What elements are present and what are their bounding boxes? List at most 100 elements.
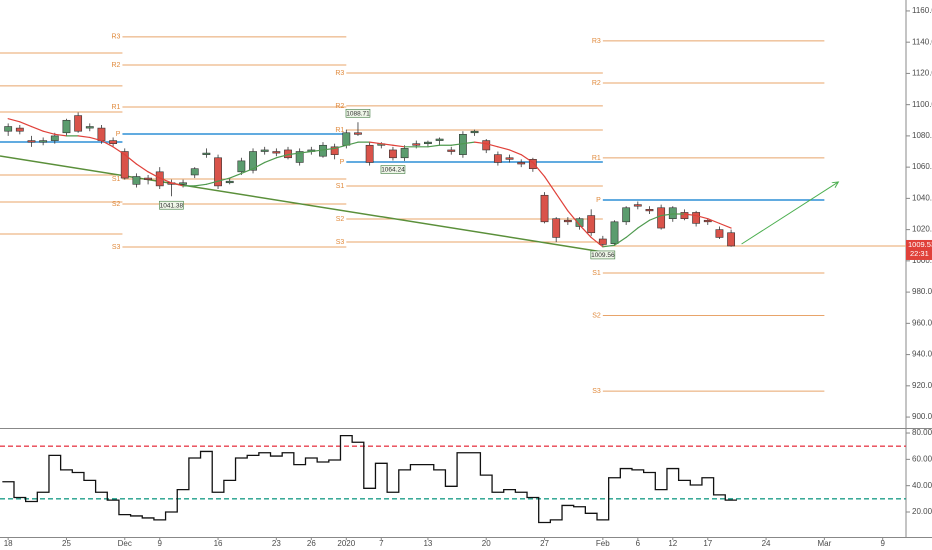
candle-body xyxy=(74,115,83,132)
candle-body xyxy=(85,126,94,129)
candle-body xyxy=(412,143,421,146)
candle-body xyxy=(447,149,456,152)
pivot-label: R3 xyxy=(592,38,601,45)
y-tick-label: 940.00 xyxy=(912,350,932,359)
candle-body xyxy=(225,180,234,184)
candle-body xyxy=(179,182,187,185)
annotation-label: 1064.24 xyxy=(381,167,405,174)
candle-body xyxy=(715,229,724,238)
ma-segment xyxy=(205,180,219,185)
ma-segment xyxy=(497,146,511,151)
candle-body xyxy=(505,157,514,160)
candle-body xyxy=(528,159,537,170)
y-tick-label: 1040.00 xyxy=(912,193,932,202)
ma-segment xyxy=(602,244,616,248)
ma-segment xyxy=(450,143,464,146)
ma-segment xyxy=(625,227,639,239)
ma-segment xyxy=(683,213,697,217)
x-tick-label: 18 xyxy=(4,539,13,548)
candle-body xyxy=(155,171,164,187)
candle-body xyxy=(272,151,281,154)
annotation-box xyxy=(590,250,616,260)
candle-body xyxy=(365,144,374,163)
y-tick-label: 1000.00 xyxy=(912,256,932,265)
ma-segment xyxy=(567,210,581,226)
ma-segment xyxy=(159,177,173,184)
annotation-label: 1009.56 xyxy=(591,252,615,259)
x-tick-label: 25 xyxy=(62,539,71,548)
candle-body xyxy=(657,207,666,229)
candle-body xyxy=(563,219,572,223)
candle-body xyxy=(249,151,257,171)
y-tick-label: 960.00 xyxy=(912,318,932,327)
pivot-label: R1 xyxy=(335,127,344,134)
annotation-label: 1088.71 xyxy=(346,111,370,118)
indicator-line xyxy=(2,435,737,524)
candle-body xyxy=(62,119,71,134)
ma-segment xyxy=(718,222,732,229)
candle-body xyxy=(330,146,339,155)
ma-segment xyxy=(613,236,627,246)
last-price-box xyxy=(906,239,932,260)
ma-segment xyxy=(590,236,604,248)
candle-body xyxy=(633,204,642,207)
indicator-y-tick-label: 20.00 xyxy=(912,507,932,516)
candle-body xyxy=(109,140,118,145)
ma-segment xyxy=(508,149,522,156)
pivot-label: R2 xyxy=(335,103,344,110)
ma-segment xyxy=(695,214,709,220)
ma-segment xyxy=(660,213,674,217)
indicator-y-tick-label: 60.00 xyxy=(912,454,932,463)
ma-segment xyxy=(135,163,149,173)
ma-segment xyxy=(322,147,336,151)
candle-body xyxy=(668,207,677,219)
ma-segment xyxy=(252,161,266,170)
ma-segment xyxy=(229,172,242,179)
y-tick-label: 1140.00 xyxy=(912,37,932,46)
x-tick-label: 7 xyxy=(379,539,384,548)
pivot-label: R3 xyxy=(111,34,120,41)
candle-body xyxy=(97,127,106,141)
ma-segment xyxy=(473,141,487,145)
candle-body xyxy=(120,151,129,179)
pivot-label: S1 xyxy=(592,270,601,277)
candle-body xyxy=(27,140,36,143)
candle-body xyxy=(190,168,199,176)
candle-body xyxy=(703,219,712,223)
x-tick-label: 13 xyxy=(423,539,432,548)
ma-segment xyxy=(240,168,254,174)
y-tick-label: 980.00 xyxy=(912,287,932,296)
ma-segment xyxy=(462,141,476,145)
candle-body xyxy=(237,160,246,173)
ma-segment xyxy=(578,224,592,239)
x-tick-label: 24 xyxy=(762,539,771,548)
candle-body xyxy=(354,132,362,135)
annotation-label: 1041.38 xyxy=(160,202,184,209)
candle-body xyxy=(727,232,736,247)
candle-body xyxy=(424,141,432,145)
ma-segment xyxy=(520,154,534,164)
candle-body xyxy=(4,126,13,132)
candle-body xyxy=(132,176,141,185)
ma-segment xyxy=(392,144,406,148)
candle-body xyxy=(645,209,654,212)
x-tick-label: 27 xyxy=(540,539,549,548)
ma-segment xyxy=(310,149,324,153)
ma-segment xyxy=(89,136,103,142)
x-tick-label: 20 xyxy=(482,539,491,548)
indicator-y-tick-label: 40.00 xyxy=(912,481,932,490)
x-tick-label: 23 xyxy=(272,539,281,548)
pivot-label: R1 xyxy=(111,104,120,111)
ma-segment xyxy=(100,139,114,148)
y-tick-label: 1100.00 xyxy=(912,100,932,109)
ma-segment xyxy=(147,171,161,179)
y-tick-label: 1020.00 xyxy=(912,225,932,234)
x-tick-label: 9 xyxy=(158,539,163,548)
countdown: 22:31 xyxy=(910,249,929,258)
ma-segment xyxy=(124,154,138,165)
ma-segment xyxy=(287,152,301,156)
candle-body xyxy=(470,130,479,134)
pivot-label: R1 xyxy=(592,155,601,162)
ma-segment xyxy=(555,193,569,212)
y-tick-label: 1120.00 xyxy=(912,69,932,78)
